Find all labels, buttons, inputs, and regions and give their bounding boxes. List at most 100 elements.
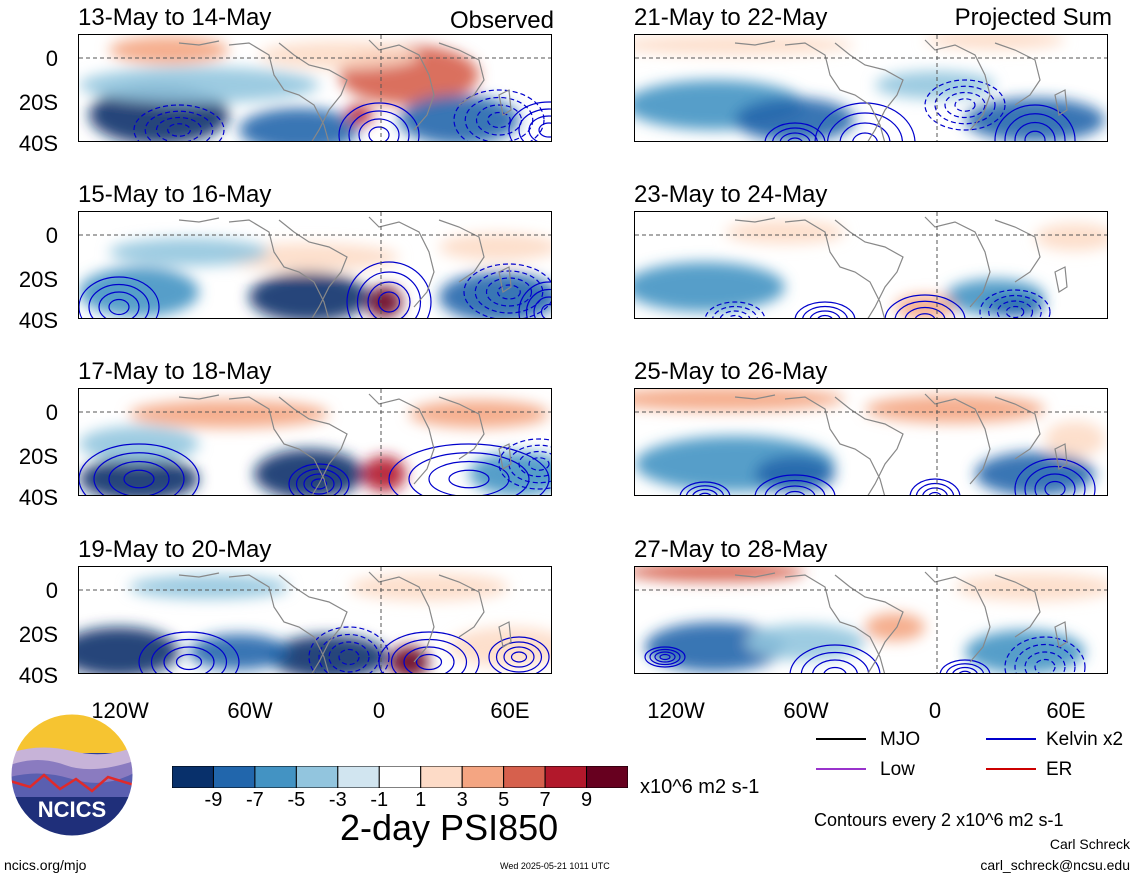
panel-title-8: 27-May to 28-May (634, 536, 828, 563)
anomaly-shading (239, 108, 359, 141)
coastline (784, 396, 886, 495)
panel-title-1: 13-May to 14-May (78, 4, 272, 31)
psi-contour (922, 487, 948, 495)
psi-contour (528, 115, 551, 141)
colorbar-tick-label: 1 (415, 789, 427, 811)
coastline (784, 574, 886, 673)
psi-contour (1014, 458, 1096, 495)
psi-contour (894, 300, 956, 318)
psi-contour (659, 653, 671, 661)
psi-contour (1005, 305, 1025, 318)
lat-label-0: 0 (45, 46, 58, 71)
psi-contour (772, 127, 818, 141)
anomaly-shading (745, 624, 865, 660)
psi-contour (540, 303, 551, 318)
panel-tag-observed: Observed (449, 7, 554, 34)
colorbar-tick-label: 9 (580, 789, 593, 811)
psi-contour (988, 294, 1042, 318)
psi-contour (809, 310, 841, 318)
colorbar-tick-label: -7 (246, 789, 264, 811)
psi-contour (518, 108, 551, 141)
psi-contour (498, 438, 551, 490)
psi-contour (308, 626, 390, 673)
footer-url[interactable]: ncics.org/mjo (4, 857, 87, 873)
coastline (438, 219, 485, 283)
psi-contour (155, 116, 203, 141)
coastline (438, 396, 485, 460)
psi-contour (133, 104, 225, 141)
psi-contour (839, 122, 891, 141)
psi-contour (692, 488, 718, 495)
map-panel-6 (634, 211, 1108, 319)
psi-contour (800, 651, 870, 673)
psi-contour (108, 298, 130, 316)
coastline (994, 396, 1041, 460)
psi-contour (415, 653, 443, 671)
psi-contour (1034, 473, 1076, 495)
panel-title-3: 17-May to 18-May (78, 358, 272, 385)
coastline (228, 396, 330, 495)
logo-text: NCICS (38, 797, 106, 822)
coastline (228, 574, 330, 673)
psi-contour (1004, 113, 1066, 141)
psi-contour (528, 457, 550, 471)
coastline (498, 443, 512, 470)
colorbar-tick-label: -5 (287, 789, 306, 811)
lat-label-0: 0 (45, 223, 58, 248)
coastline (368, 39, 435, 131)
map-panel-3 (78, 388, 552, 496)
lat-label-40s: 40S (18, 308, 58, 333)
colorbar (172, 766, 628, 788)
anomaly-shading (129, 575, 289, 599)
anomaly-shading (439, 272, 551, 318)
psi-contour (328, 641, 370, 673)
anomaly-shading (1045, 421, 1105, 457)
psi-contour (654, 651, 676, 663)
map-panel-7 (634, 388, 1108, 496)
anomaly-shading (79, 67, 319, 103)
psi-contour (814, 102, 916, 141)
anomaly-shading (865, 395, 1045, 423)
panel-title-4: 19-May to 20-May (78, 536, 272, 563)
coastline (1054, 266, 1068, 293)
psi-contour (138, 631, 240, 673)
anomaly-shading (109, 36, 229, 64)
psi-contour (368, 126, 390, 141)
colorbar-tick-label: 3 (456, 789, 468, 811)
panel-title-7: 25-May to 26-May (634, 358, 828, 385)
coastline (734, 572, 776, 578)
coastline (924, 39, 991, 131)
coastline (1054, 89, 1068, 116)
coastline (1054, 443, 1068, 470)
psi-contour (939, 659, 991, 673)
colorbar-swatch (461, 766, 505, 788)
lat-label-40s: 40S (18, 131, 58, 156)
psi-contour (915, 482, 955, 495)
anomaly-shading (635, 389, 845, 411)
psi-contour (704, 301, 766, 318)
psi-contour (826, 112, 904, 141)
psi-contour (727, 314, 743, 318)
anomaly-shading (875, 71, 995, 99)
psi-contour (495, 641, 543, 673)
psi-contour (338, 102, 420, 141)
psi-contour (764, 479, 826, 495)
psi-contour (1044, 480, 1066, 495)
ncics-logo[interactable]: NCICS (10, 713, 134, 837)
psi-contour (852, 132, 878, 141)
psi-contour (310, 478, 328, 490)
psi-contour (909, 478, 961, 495)
legend-line-low (816, 768, 866, 770)
lon-label-0: 0 (372, 698, 386, 723)
colorbar-swatch (586, 766, 628, 788)
colorbar-tick-label: -9 (204, 789, 223, 811)
footer-email[interactable]: carl_schreck@ncsu.edu (980, 857, 1130, 873)
anomaly-shading (755, 456, 835, 492)
coastline (228, 42, 330, 141)
lat-label-20s: 20S (18, 622, 58, 647)
anomaly-shading (635, 262, 785, 312)
psi-contour (698, 492, 712, 495)
psi-contour (79, 443, 200, 495)
psi-contour (685, 485, 725, 495)
psi-contour (510, 651, 528, 663)
